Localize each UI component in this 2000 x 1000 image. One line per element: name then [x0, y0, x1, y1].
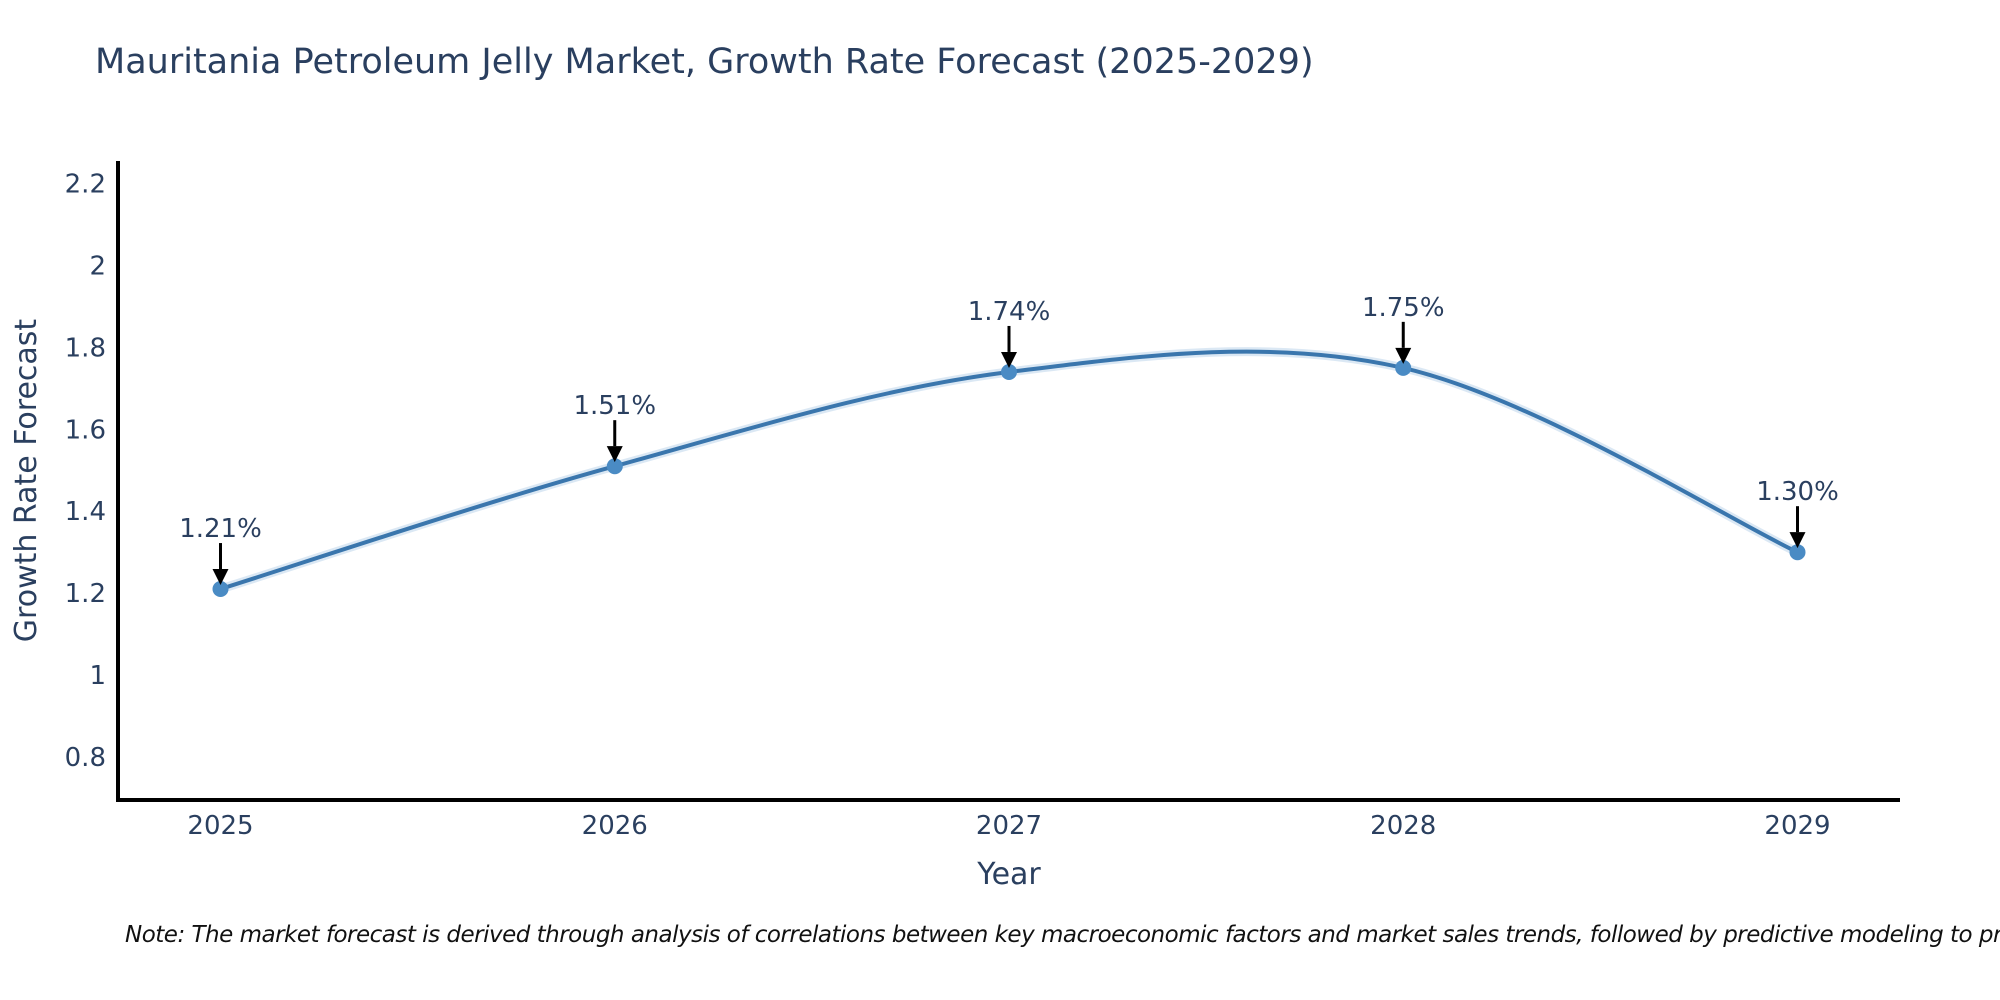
forecast-line — [218, 349, 1800, 591]
y-tick-label: 1.4 — [65, 497, 106, 527]
data-point-2025[interactable] — [212, 581, 229, 597]
x-tick-label: 2028 — [1370, 811, 1436, 841]
chart-title: Mauritania Petroleum Jelly Market, Growt… — [95, 42, 1314, 82]
point-value-label: 1.51% — [573, 391, 656, 421]
x-axis-title: Year — [976, 857, 1041, 892]
y-tick-label: 1.6 — [65, 415, 106, 445]
x-tick-label: 2025 — [187, 811, 253, 841]
point-value-label: 1.74% — [968, 297, 1051, 327]
y-tick-label: 1.2 — [65, 579, 106, 609]
y-axis-title: Growth Rate Forecast — [9, 319, 44, 643]
axis-spines — [116, 161, 1900, 802]
annotation-arrow-head — [212, 569, 229, 586]
y-tick-label: 2.2 — [65, 170, 106, 200]
annotation-arrow-head — [1789, 532, 1806, 549]
annotation-arrow-head — [1001, 351, 1017, 368]
data-point-2029[interactable] — [1789, 544, 1806, 561]
data-point-2028[interactable] — [1395, 359, 1412, 376]
y-tick-label: 1 — [89, 661, 106, 691]
point-value-label: 1.30% — [1756, 477, 1839, 507]
point-value-label: 1.21% — [179, 514, 262, 544]
data-point-2026[interactable] — [606, 458, 623, 475]
data-point-2027[interactable] — [1001, 364, 1017, 380]
x-tick-label: 2029 — [1764, 811, 1830, 841]
y-tick-label: 2 — [89, 251, 106, 281]
x-tick-label: 2026 — [582, 811, 648, 841]
annotation-arrow-head — [606, 446, 623, 463]
forecast-line-halo — [219, 347, 1800, 594]
x-tick-label: 2027 — [976, 811, 1042, 841]
point-value-label: 1.75% — [1362, 293, 1445, 323]
y-tick-label: 1.8 — [65, 333, 106, 363]
y-tick-label: 0.8 — [65, 743, 106, 773]
annotation-arrow-head — [1395, 347, 1412, 364]
footnote: Note: The market forecast is derived thr… — [125, 922, 2000, 948]
